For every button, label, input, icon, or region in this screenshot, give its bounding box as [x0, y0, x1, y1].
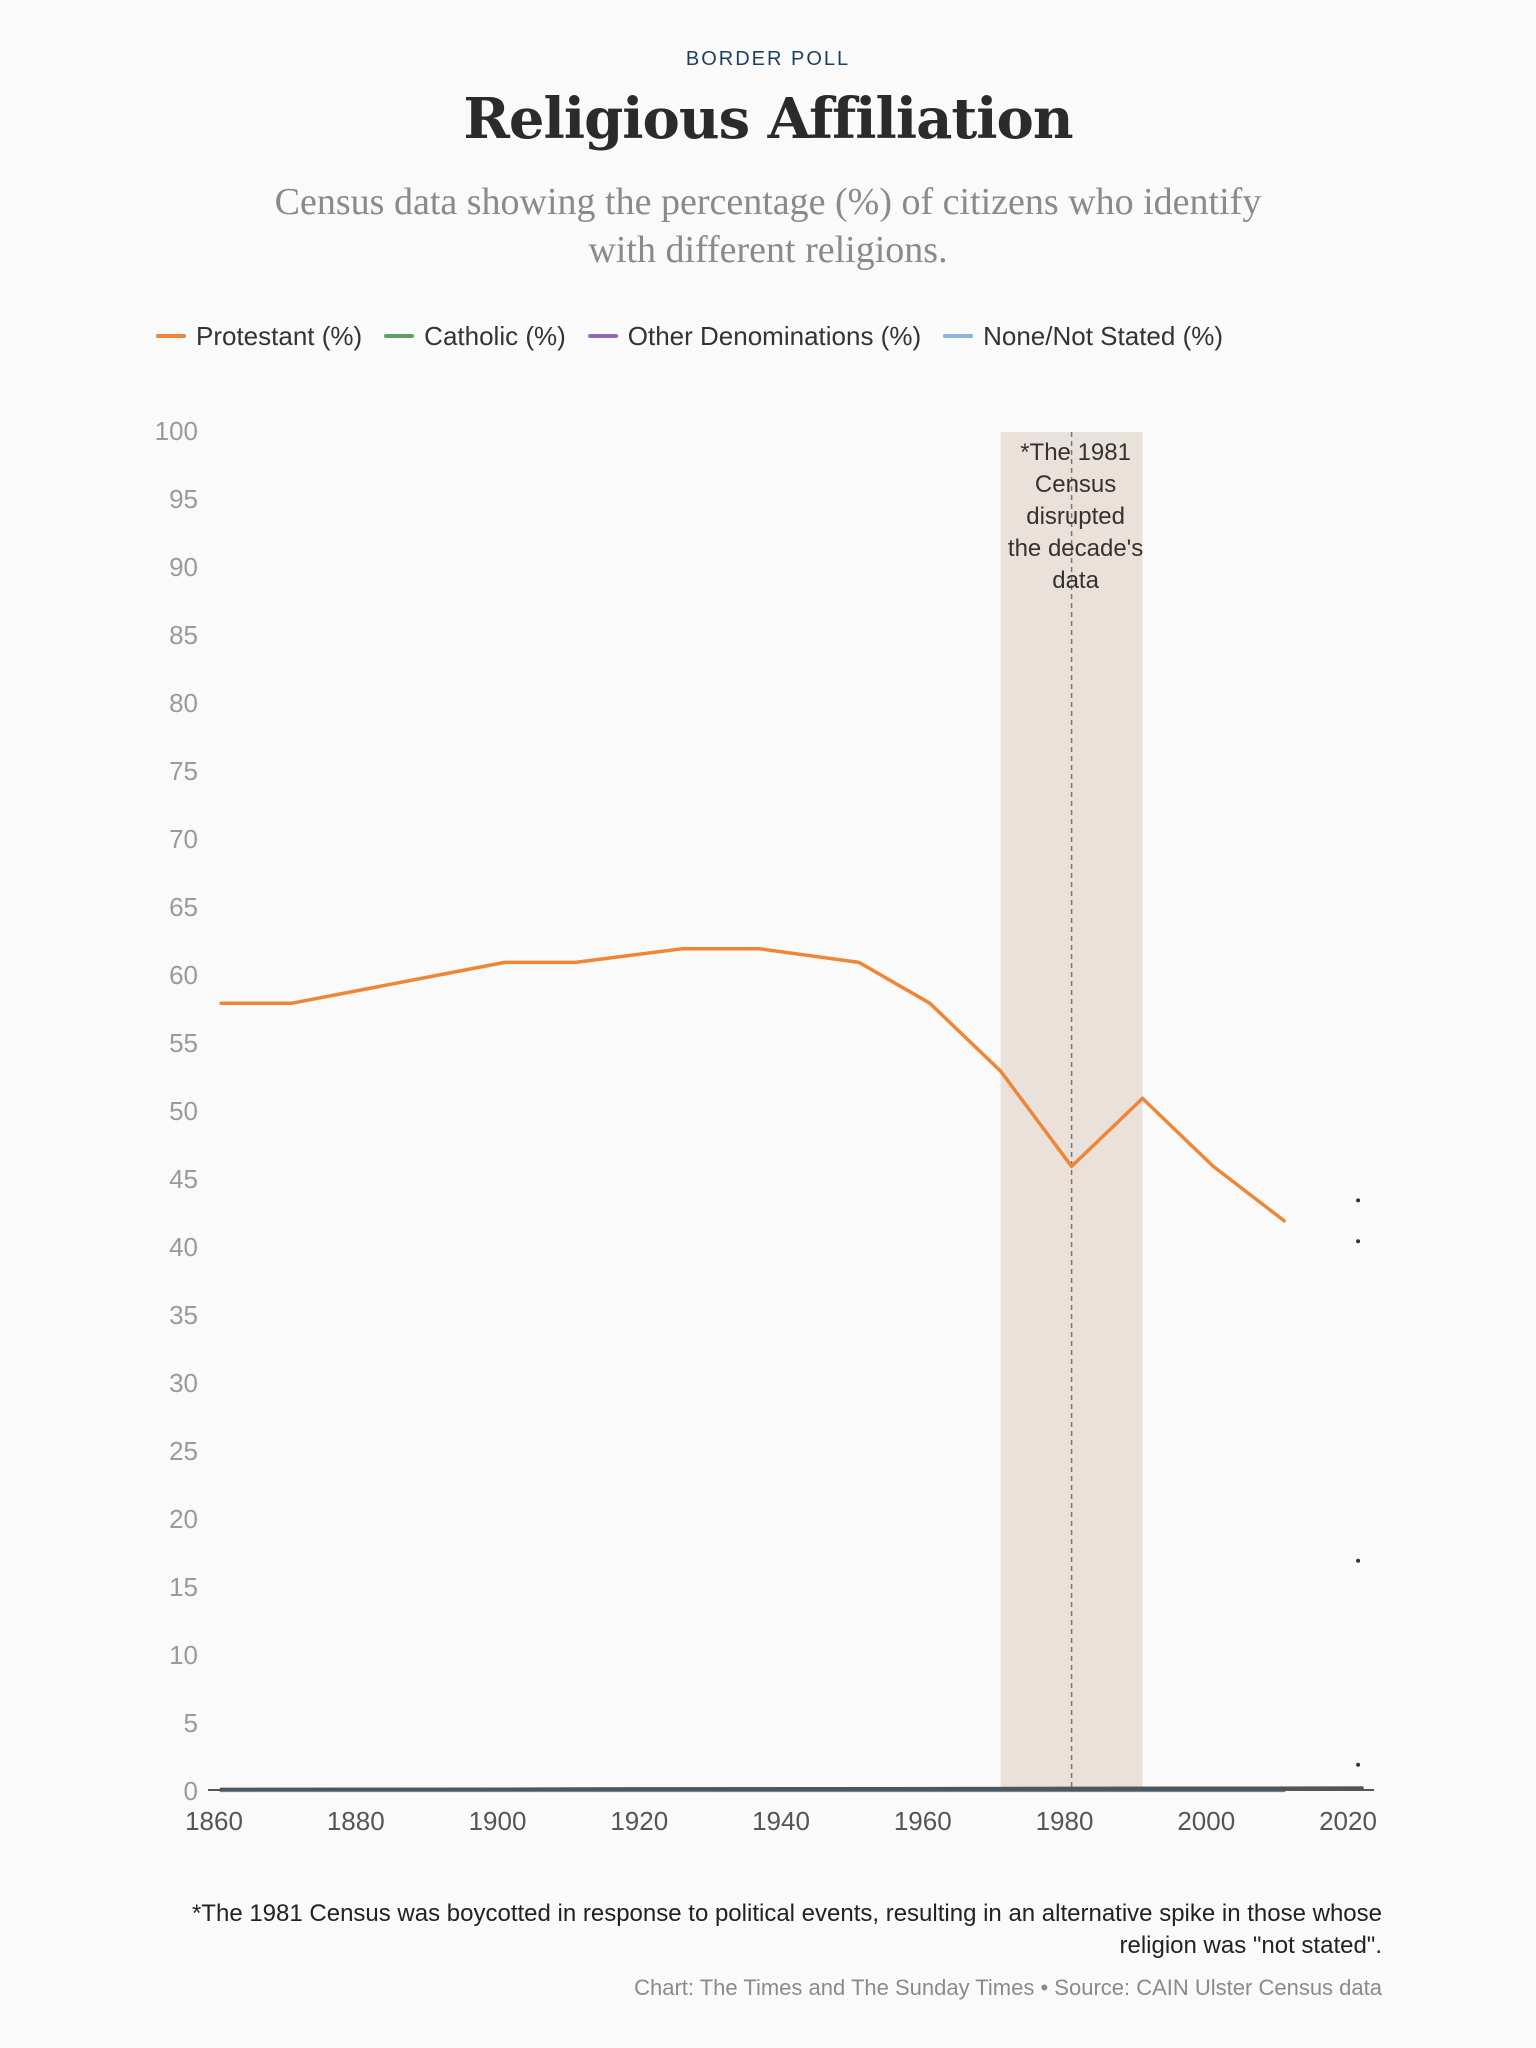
page-title: Religious Affiliation [463, 86, 1073, 152]
annotation-text: the decade's [1008, 535, 1143, 562]
x-tick-label: 1860 [185, 1806, 243, 1836]
x-tick-label: 1920 [610, 1806, 668, 1836]
y-tick-label: 95 [169, 484, 198, 514]
y-tick-label: 15 [169, 1572, 198, 1602]
legend-label: None/Not Stated (%) [983, 320, 1223, 351]
y-tick-label: 55 [169, 1028, 198, 1058]
legend-label: Other Denominations (%) [627, 320, 922, 351]
y-tick-label: 100 [155, 416, 198, 446]
y-tick-label: 70 [169, 824, 198, 854]
legend-label: Catholic (%) [424, 320, 566, 351]
x-tick-label: 1980 [1036, 1806, 1094, 1836]
x-tick-label: 1900 [469, 1806, 527, 1836]
series-line-0 [219, 947, 1286, 1223]
y-tick-label: 60 [169, 960, 198, 990]
footnote: *The 1981 Census was boycotted in respon… [191, 1900, 1382, 1959]
y-tick-label: 5 [184, 1708, 198, 1738]
y-tick-label: 10 [169, 1640, 198, 1670]
y-tick-label: 35 [169, 1300, 198, 1330]
y-tick-label: 85 [169, 620, 198, 650]
y-tick-label: 75 [169, 756, 198, 786]
kicker: BORDER POLL [685, 48, 851, 70]
source-credit: Chart: The Times and The Sunday Times • … [634, 1975, 1382, 2000]
y-tick-label: 0 [184, 1776, 198, 1806]
legend-swatch-other [587, 334, 618, 338]
y-tick-label: 30 [169, 1368, 198, 1398]
annotation-text: *The 1981 [1020, 439, 1131, 466]
x-tick-label: 2020 [1319, 1806, 1377, 1836]
legend-swatch-protestant [156, 334, 186, 338]
x-tick-label: 1940 [752, 1806, 810, 1836]
legend-item-catholic[interactable]: Catholic (%) [384, 321, 566, 352]
y-tick-label: 25 [169, 1436, 198, 1466]
y-tick-label: 65 [169, 892, 198, 922]
subtitle: Census data showing the percentage (%) o… [274, 181, 1262, 271]
legend-label: Protestant (%) [196, 320, 363, 351]
x-tick-label: 1880 [327, 1806, 385, 1836]
annotation-text: Census [1035, 471, 1116, 498]
data-point-2021 [1356, 1558, 1361, 1563]
y-tick-label: 40 [169, 1232, 198, 1262]
legend-item-other[interactable]: Other Denominations (%) [587, 320, 922, 352]
y-tick-label: 20 [169, 1504, 198, 1534]
y-tick-label: 80 [169, 688, 198, 718]
data-point-2021 [1356, 1762, 1361, 1767]
y-tick-label: 45 [169, 1164, 198, 1194]
y-tick-label: 50 [169, 1096, 198, 1126]
y-tick-label: 90 [169, 552, 198, 582]
annotation-text: data [1052, 567, 1099, 594]
legend-item-none[interactable]: None/Not Stated (%) [943, 321, 1223, 352]
x-tick-label: 2000 [1177, 1806, 1235, 1836]
data-point-2021 [1356, 1239, 1361, 1244]
legend-swatch-none [943, 334, 974, 338]
legend-swatch-catholic [384, 334, 415, 338]
x-tick-label: 1960 [894, 1806, 952, 1836]
annotation-text: disrupted [1026, 503, 1125, 530]
legend: Protestant (%) Catholic (%) Other Denomi… [156, 318, 1223, 354]
data-point-2021 [1356, 1198, 1361, 1203]
legend-item-protestant[interactable]: Protestant (%) [156, 321, 362, 352]
